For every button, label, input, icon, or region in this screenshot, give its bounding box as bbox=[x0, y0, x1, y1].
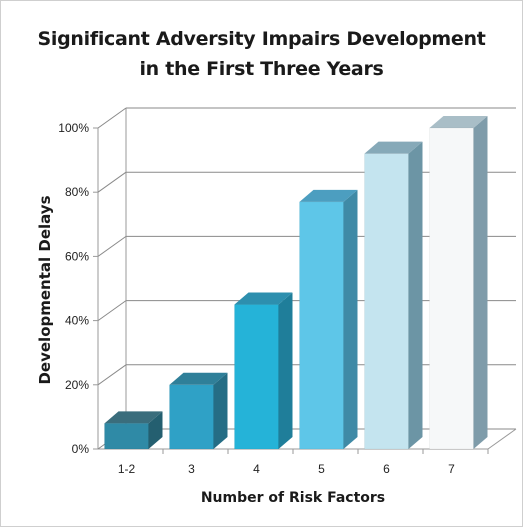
y-tick-label: 40% bbox=[65, 314, 89, 328]
bar-front bbox=[234, 304, 279, 450]
gridline-depth bbox=[97, 107, 127, 129]
bar-side bbox=[473, 116, 488, 449]
bar bbox=[364, 141, 423, 450]
bars bbox=[104, 116, 488, 450]
y-tick-label: 80% bbox=[65, 185, 89, 199]
x-tick-label: 5 bbox=[318, 462, 325, 476]
bar-front bbox=[299, 201, 344, 450]
bar bbox=[104, 411, 163, 450]
gridline-depth bbox=[97, 235, 127, 257]
y-axis-ticks: 0% 20% 40% 60% 80% 100% bbox=[58, 121, 98, 456]
x-tick-label: 3 bbox=[188, 462, 195, 476]
x-axis-ticks: 1-2 3 4 5 6 7 bbox=[118, 449, 489, 476]
chart-title-line-1: Significant Adversity Impairs Developmen… bbox=[37, 28, 486, 50]
x-tick-label: 1-2 bbox=[118, 462, 136, 476]
x-tick-label: 7 bbox=[448, 462, 455, 476]
y-tick-label: 60% bbox=[65, 249, 89, 263]
bar-top bbox=[364, 141, 423, 154]
bar-top bbox=[104, 411, 163, 424]
y-tick-label: 0% bbox=[72, 442, 90, 456]
bar bbox=[234, 292, 293, 450]
bar-side bbox=[408, 141, 423, 449]
bar bbox=[299, 189, 358, 450]
y-axis-label: Developmental Delays bbox=[36, 195, 54, 384]
floor-right-edge bbox=[487, 428, 517, 450]
bar-side bbox=[213, 372, 228, 449]
bar-top bbox=[234, 292, 293, 305]
bar-side bbox=[343, 189, 358, 449]
y-tick-label: 20% bbox=[65, 378, 89, 392]
bar-top bbox=[169, 372, 228, 385]
bar-top bbox=[429, 116, 488, 128]
gridline-depth bbox=[97, 364, 127, 386]
bar-front bbox=[364, 153, 409, 450]
bar bbox=[169, 372, 228, 450]
chart-title: Significant Adversity Impairs Developmen… bbox=[0, 24, 523, 84]
bar-front bbox=[429, 127, 474, 450]
bar-front bbox=[104, 423, 149, 450]
bar-side bbox=[148, 411, 163, 449]
gridline-depth bbox=[97, 300, 127, 322]
bar-top bbox=[299, 189, 358, 202]
gridline-depth bbox=[97, 171, 127, 193]
bar bbox=[429, 116, 488, 450]
x-axis-label: Number of Risk Factors bbox=[201, 490, 385, 506]
chart-title-line-2: in the First Three Years bbox=[139, 58, 384, 80]
x-tick-label: 6 bbox=[383, 462, 390, 476]
x-tick-label: 4 bbox=[253, 462, 260, 476]
y-tick-label: 100% bbox=[58, 121, 89, 135]
bar-side bbox=[278, 292, 293, 449]
bar-front bbox=[169, 384, 214, 450]
